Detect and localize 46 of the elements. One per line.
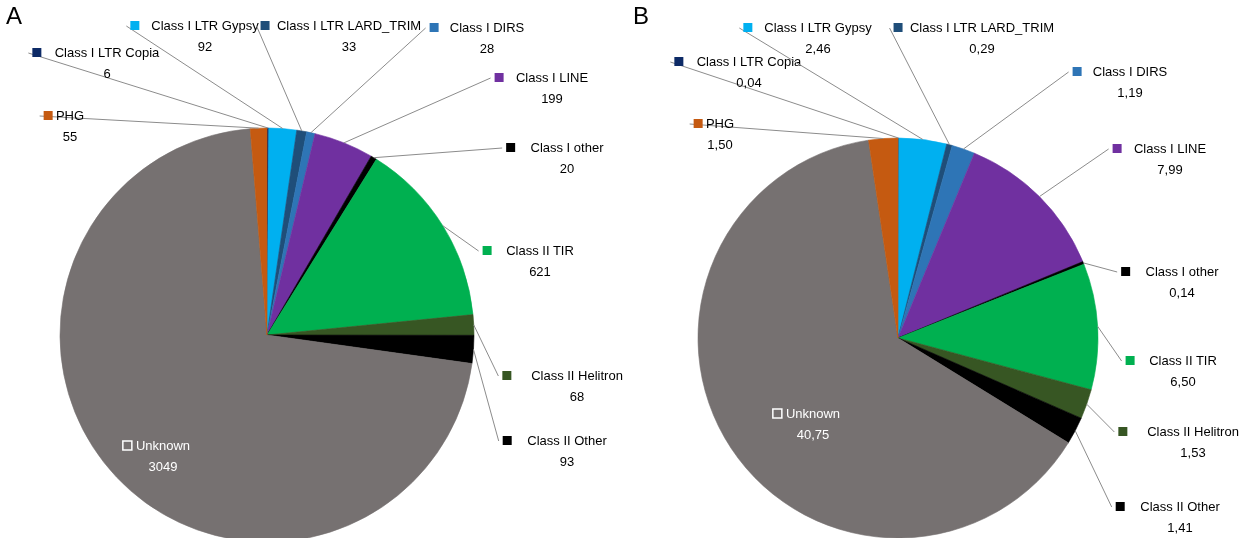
data-label: 2,46 [805, 41, 831, 56]
legend-label: Class II Other [527, 433, 608, 448]
data-label: 7,99 [1157, 162, 1183, 177]
legend-label: Class I other [1145, 264, 1220, 279]
legend-label: Class I LTR Gypsy [764, 20, 873, 35]
legend-label: Class I LINE [1133, 141, 1207, 156]
data-label: 40,75 [796, 427, 830, 442]
legend-label: Class I LTR LARD_TRIM [909, 20, 1055, 35]
legend-label: Class I LINE [515, 70, 589, 85]
chart-title: A [6, 2, 23, 30]
legend-label: Class I other [530, 140, 605, 155]
legend-label: Class I DIRS [449, 20, 525, 35]
slice-label: Unknown [135, 438, 191, 453]
legend-label: Class II Helitron [1147, 424, 1239, 439]
data-label: 1,41 [1167, 520, 1193, 535]
data-label: 1,53 [1180, 445, 1206, 460]
data-label: 0,14 [1169, 285, 1195, 300]
legend-label: PHG [55, 108, 85, 123]
slice-label: Unknown [785, 406, 841, 421]
data-label: 92 [197, 39, 213, 54]
data-label: 68 [569, 389, 585, 404]
data-label: 93 [559, 454, 575, 469]
data-label: 6,50 [1170, 374, 1196, 389]
legend-label: Class I DIRS [1092, 64, 1168, 79]
legend-label: Class II TIR [1149, 353, 1217, 368]
data-label: 20 [559, 161, 575, 176]
legend-label: PHG [705, 116, 735, 131]
legend-label: Class I LTR Gypsy [151, 18, 260, 33]
data-label: 1,19 [1117, 85, 1143, 100]
data-label: 33 [341, 39, 357, 54]
legend-label: Class II Other [1140, 499, 1221, 514]
legend-label: Class II TIR [506, 243, 574, 258]
data-label: 6 [103, 66, 111, 81]
data-label: 1,50 [707, 137, 733, 152]
legend-label: Class I LTR Copia [696, 54, 803, 69]
legend-label: Class II Helitron [531, 368, 623, 383]
data-label: 55 [62, 129, 78, 144]
data-label: 621 [529, 264, 551, 279]
data-label: 0,04 [736, 75, 762, 90]
data-label: 0,29 [969, 41, 995, 56]
data-label: 3049 [148, 459, 178, 474]
data-label: 199 [541, 91, 563, 106]
legend-label: Class I LTR LARD_TRIM [276, 18, 422, 33]
data-label: 28 [479, 41, 495, 56]
chart-title: B [633, 2, 650, 30]
legend-label: Class I LTR Copia [54, 45, 161, 60]
